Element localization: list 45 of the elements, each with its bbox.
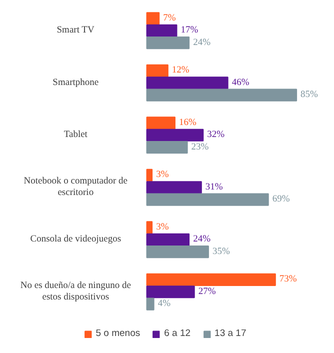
y-tick-label: No es dueño/a de ninguno de estos dispositivos xyxy=(20,281,131,303)
data-label: 32% xyxy=(207,130,225,140)
data-label: 85% xyxy=(300,90,318,100)
bar xyxy=(146,286,195,298)
y-tick-label: Consola de videojuegos xyxy=(30,234,122,245)
y-tick-label: Notebook o computador de escritorio xyxy=(24,176,128,198)
data-label: 3% xyxy=(156,170,169,180)
data-label: 31% xyxy=(205,182,223,192)
data-label: 17% xyxy=(180,26,198,36)
data-label: 24% xyxy=(193,38,211,48)
legend-label: 5 o menos xyxy=(96,328,140,339)
data-label: 12% xyxy=(172,66,190,76)
data-label: 4% xyxy=(158,299,171,310)
bar xyxy=(146,12,160,25)
bar xyxy=(146,64,168,77)
y-tick-label: Smartphone xyxy=(52,78,99,88)
bar xyxy=(146,181,202,194)
bar xyxy=(146,24,178,37)
data-label: 7% xyxy=(163,13,176,24)
bar xyxy=(146,233,190,246)
bar xyxy=(146,273,276,286)
data-label: 3% xyxy=(156,222,169,232)
y-tick-label: Tablet xyxy=(64,130,88,140)
bar xyxy=(146,141,188,154)
data-label: 27% xyxy=(198,286,216,297)
bar xyxy=(146,88,298,102)
data-label: 46% xyxy=(232,78,250,88)
data-label: 16% xyxy=(178,118,196,128)
data-label: 24% xyxy=(193,234,211,245)
bar xyxy=(146,36,190,50)
data-label: 73% xyxy=(279,274,297,285)
legend-label: 13 a 17 xyxy=(214,328,246,339)
y-tick-label: Smart TV xyxy=(56,26,94,36)
data-label: 23% xyxy=(191,142,209,152)
bar xyxy=(146,246,209,258)
data-label: 35% xyxy=(212,246,230,257)
bar xyxy=(146,128,204,142)
legend-label: 6 a 12 xyxy=(164,328,191,339)
bar xyxy=(146,193,269,206)
bar xyxy=(146,168,153,182)
bar xyxy=(146,221,153,234)
bar xyxy=(146,116,176,130)
bar xyxy=(146,298,154,310)
bar xyxy=(146,76,228,90)
data-label: 69% xyxy=(272,194,290,205)
